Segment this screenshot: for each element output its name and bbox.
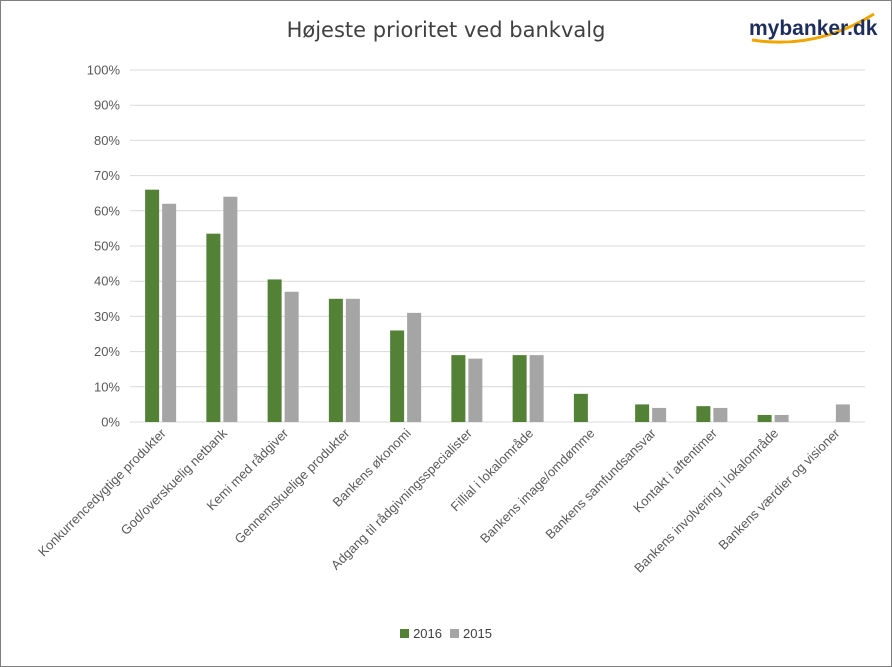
legend-swatch bbox=[400, 629, 410, 638]
logo-text: mybanker.dk bbox=[749, 17, 878, 40]
legend-item-2016: 2016 bbox=[400, 626, 442, 641]
bar-2015 bbox=[713, 407, 728, 422]
bar-2016 bbox=[573, 393, 588, 422]
bar-2016 bbox=[267, 279, 282, 422]
bar-2016 bbox=[696, 406, 711, 422]
bar-2016 bbox=[635, 404, 650, 422]
y-tick-label: 90% bbox=[94, 98, 120, 113]
y-tick-label: 10% bbox=[94, 379, 120, 394]
y-tick-label: 50% bbox=[94, 239, 120, 254]
y-tick-label: 60% bbox=[94, 203, 120, 218]
bar-2016 bbox=[512, 355, 527, 422]
x-tick-label: Konkurrencedygtige produkter bbox=[35, 425, 169, 559]
y-tick-label: 30% bbox=[94, 309, 120, 324]
x-tick-label: Gennemskuelige produkter bbox=[232, 425, 353, 546]
legend-label: 2016 bbox=[413, 626, 442, 641]
logo-swoosh bbox=[751, 12, 875, 44]
bar-2015 bbox=[774, 414, 789, 422]
chart-title: Højeste prioritet ved bankvalg bbox=[286, 18, 606, 42]
bar-2015 bbox=[529, 355, 544, 422]
y-tick-label: 40% bbox=[94, 274, 120, 289]
chart-legend: 2016 2015 bbox=[0, 626, 892, 641]
y-tick-label: 100% bbox=[87, 63, 121, 78]
legend-item-2015: 2015 bbox=[450, 626, 492, 641]
x-tick-label: Bankens samfundsansvar bbox=[542, 425, 659, 542]
bar-2016 bbox=[328, 298, 343, 422]
y-tick-label: 20% bbox=[94, 344, 120, 359]
mybanker-logo: mybanker.dk bbox=[749, 12, 878, 44]
bar-2016 bbox=[757, 414, 772, 422]
bar-2016 bbox=[145, 189, 160, 422]
bar-2016 bbox=[206, 233, 221, 422]
bar-2015 bbox=[835, 404, 850, 422]
y-tick-label: 70% bbox=[94, 168, 120, 183]
bar-2015 bbox=[223, 196, 238, 422]
x-tick-label: God/overskuelig netbank bbox=[118, 425, 231, 538]
legend-swatch bbox=[450, 629, 459, 638]
bar-2015 bbox=[162, 203, 177, 422]
bar-2016 bbox=[451, 355, 466, 422]
bar-2015 bbox=[468, 358, 483, 422]
x-tick-label: Bankens værdier og visioner bbox=[715, 425, 843, 553]
legend-label: 2015 bbox=[463, 626, 492, 641]
y-tick-label: 0% bbox=[101, 415, 120, 430]
bar-2015 bbox=[284, 291, 299, 422]
bar-2016 bbox=[390, 330, 405, 422]
bar-2015 bbox=[407, 312, 422, 422]
bar-2015 bbox=[345, 298, 360, 422]
y-tick-label: 80% bbox=[94, 133, 120, 148]
bar-2015 bbox=[652, 407, 667, 422]
x-tick-label: Bankens image/omdømme bbox=[477, 426, 597, 546]
